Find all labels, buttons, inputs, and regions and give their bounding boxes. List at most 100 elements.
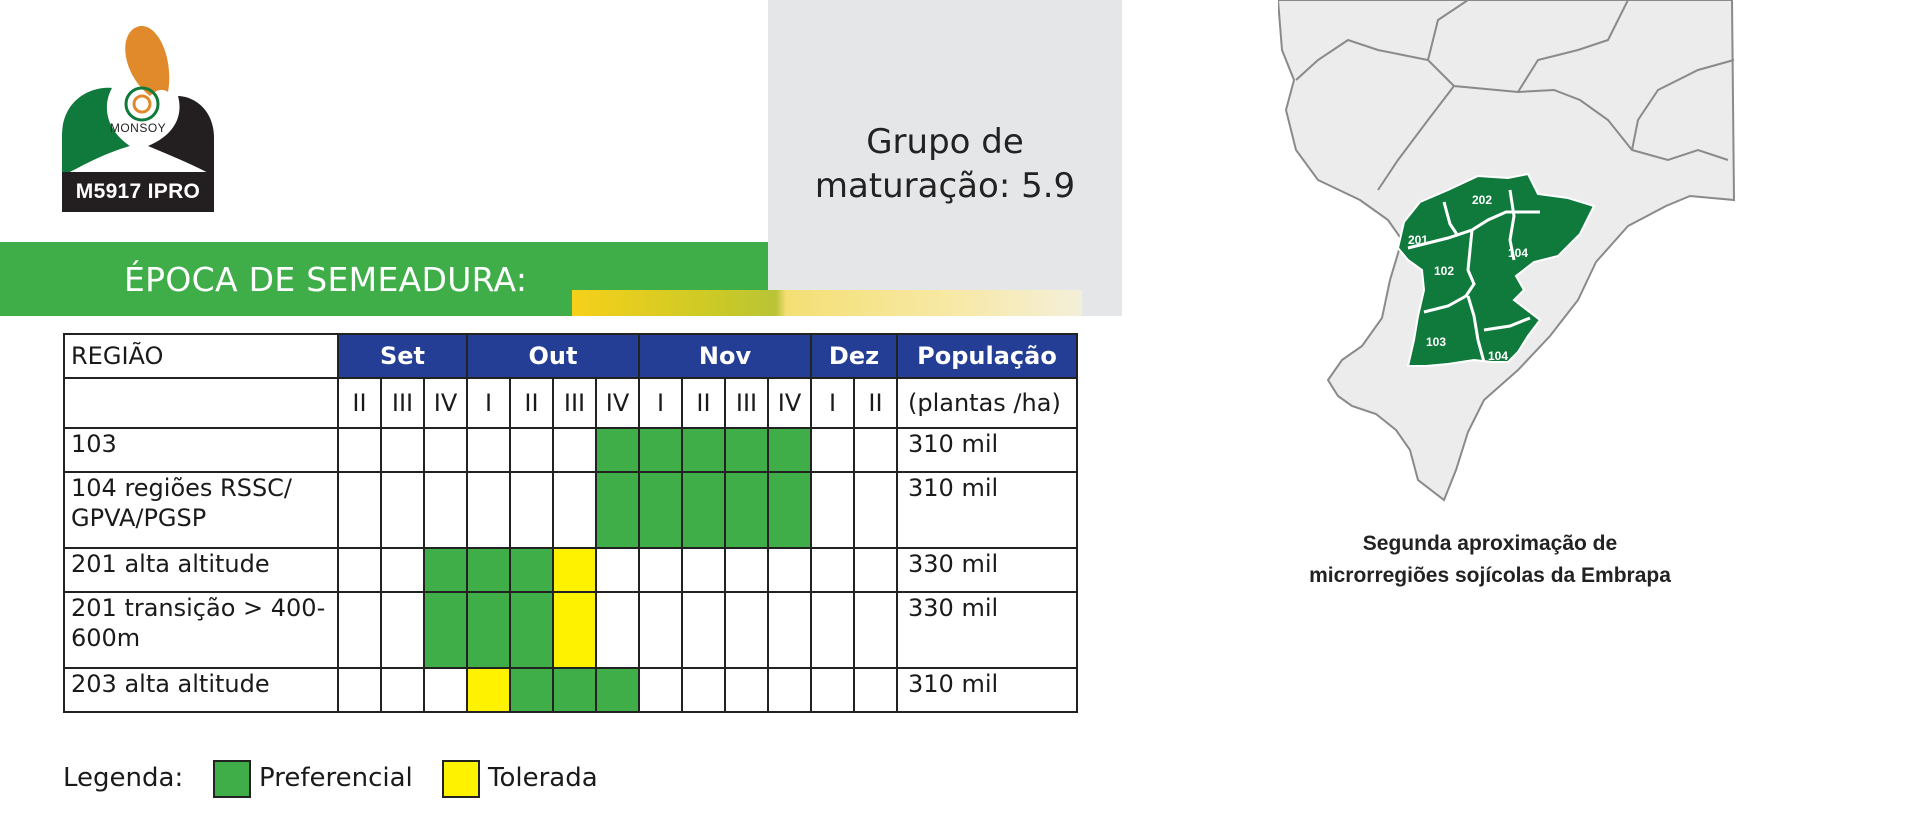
map-region-label: 103 (1426, 335, 1446, 349)
schedule-cell-preferred (552, 667, 597, 713)
schedule-cell (337, 427, 382, 473)
map-region-border (1442, 201, 1460, 237)
schedule-cell (595, 547, 640, 593)
map-region-border (1423, 229, 1476, 314)
schedule-cell (380, 471, 425, 549)
map-region-border (1508, 189, 1516, 261)
schedule-cell (810, 547, 855, 593)
schedule-cell (810, 667, 855, 713)
table-header-row: REGIÃO Set Out Nov Dez População (63, 333, 1078, 379)
map-region-border (1483, 316, 1531, 332)
schedule-cell (380, 667, 425, 713)
maturity-line-1: Grupo de (866, 122, 1024, 162)
schedule-cell (810, 427, 855, 473)
subheader-population-unit: (plantas /ha) (896, 377, 1078, 429)
schedule-cell (380, 427, 425, 473)
product-model-label: M5917 IPRO (62, 172, 214, 212)
table-row: 201 transição > 400-600m 330 mil (63, 591, 1078, 669)
header-population: População (896, 333, 1078, 379)
schedule-cell (380, 591, 425, 669)
map-region-label: 104 (1508, 246, 1528, 260)
schedule-cell (810, 471, 855, 549)
schedule-cell (767, 667, 812, 713)
region-cell: 103 (63, 427, 339, 473)
schedule-cell-preferred (423, 547, 468, 593)
map-caption-line-1: Segunda aproximação de (1362, 532, 1618, 555)
schedule-cell-preferred (767, 471, 812, 549)
schedule-cell-preferred (595, 471, 640, 549)
schedule-cell-preferred (595, 667, 640, 713)
schedule-cell-tolerated (552, 591, 597, 669)
header-month-out: Out (466, 333, 640, 379)
header-month-set: Set (337, 333, 468, 379)
subheader-decendial: II (509, 377, 554, 429)
legend-tolerated-label: Tolerada (488, 763, 598, 793)
schedule-cell-preferred (466, 591, 511, 669)
region-cell: 201 transição > 400-600m (63, 591, 339, 669)
monsoy-logo: MONSOY M5917 IPRO (62, 26, 218, 212)
subheader-region-empty (63, 377, 339, 429)
schedule-cell (810, 591, 855, 669)
schedule-cell (337, 667, 382, 713)
map-caption: Segunda aproximação de microrregiões soj… (1278, 528, 1702, 592)
map-region-label: 104 (1488, 349, 1508, 363)
schedule-cell (638, 547, 683, 593)
region-cell: 203 alta altitude (63, 667, 339, 713)
schedule-cell (423, 471, 468, 549)
schedule-cell-preferred (724, 471, 769, 549)
subheader-decendial: II (853, 377, 898, 429)
schedule-cell (681, 591, 726, 669)
schedule-cell (509, 427, 554, 473)
schedule-cell (853, 591, 898, 669)
schedule-cell (681, 667, 726, 713)
schedule-cell-preferred (681, 427, 726, 473)
logo-brand-text: MONSOY (109, 121, 167, 135)
subheader-decendial: IV (595, 377, 640, 429)
schedule-cell (380, 547, 425, 593)
subheader-decendial: IV (423, 377, 468, 429)
subheader-decendial: III (724, 377, 769, 429)
schedule-cell (423, 667, 468, 713)
region-cell: 201 alta altitude (63, 547, 339, 593)
schedule-cell-preferred (509, 667, 554, 713)
subheader-decendial: II (337, 377, 382, 429)
legend-label: Legenda: (63, 763, 184, 793)
schedule-cell (767, 547, 812, 593)
schedule-cell-preferred (681, 471, 726, 549)
schedule-cell (552, 427, 597, 473)
legend-swatch-preferred (213, 760, 251, 798)
map-soy-region-area (1396, 172, 1596, 367)
maturity-line-2: maturação: 5.9 (814, 166, 1076, 206)
table-row: 201 alta altitude 330 mil (63, 547, 1078, 593)
subheader-decendial: III (380, 377, 425, 429)
legend-swatch-tolerated (442, 760, 480, 798)
map-region-label: 201 (1408, 233, 1428, 247)
population-cell: 330 mil (896, 547, 1078, 593)
schedule-cell-preferred (595, 427, 640, 473)
table-row: 103 310 mil (63, 427, 1078, 473)
schedule-cell-tolerated (552, 547, 597, 593)
population-cell: 310 mil (896, 427, 1078, 473)
population-cell: 310 mil (896, 667, 1078, 713)
schedule-cell-preferred (767, 427, 812, 473)
maturity-panel (768, 0, 1122, 316)
table-row: 104 regiões RSSC/ GPVA/PGSP 310 mil (63, 471, 1078, 549)
table-row: 203 alta altitude 310 mil (63, 667, 1078, 713)
schedule-cell (337, 547, 382, 593)
microregions-map: 202 201 102 104 103 104 (1278, 0, 1736, 502)
map-caption-line-2: microrregiões sojícolas da Embrapa (1309, 564, 1671, 587)
map-region-label: 202 (1472, 193, 1492, 207)
schedule-cell (724, 591, 769, 669)
map-region-border (1407, 210, 1540, 250)
schedule-cell (337, 591, 382, 669)
map-border-line (1377, 85, 1455, 191)
population-cell: 330 mil (896, 591, 1078, 669)
subheader-decendial: I (466, 377, 511, 429)
map-border-line (1295, 38, 1729, 162)
subheader-decendial: IV (767, 377, 812, 429)
map-border-line (1517, 0, 1629, 93)
schedule-cell (681, 547, 726, 593)
sowing-schedule-table: REGIÃO Set Out Nov Dez População II III … (63, 333, 1078, 713)
maturity-group-title: Grupo de maturação: 5.9 (768, 120, 1122, 208)
schedule-cell-preferred (638, 427, 683, 473)
